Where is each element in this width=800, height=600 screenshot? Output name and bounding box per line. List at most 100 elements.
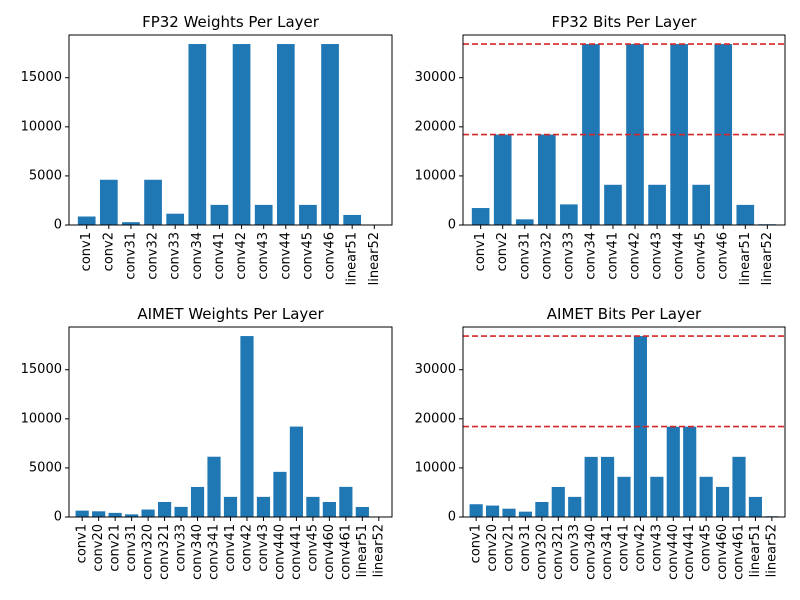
bar-conv43 (650, 476, 664, 517)
x-tick-label: conv42 (234, 232, 249, 280)
y-tick-label: 5000 (29, 168, 62, 183)
x-tick-label: conv43 (256, 524, 271, 572)
x-tick-label: conv41 (617, 524, 632, 572)
x-tick-label: conv1 (75, 524, 90, 563)
bar-conv1 (77, 216, 96, 225)
axes-frame (68, 34, 393, 226)
y-tick-label: 10000 (415, 460, 456, 475)
x-tick-label: linear52 (371, 524, 386, 577)
x-tick-label: conv43 (256, 232, 271, 280)
x-tick-label: conv441 (682, 524, 697, 580)
bar-conv31 (122, 222, 140, 225)
bar-conv45 (299, 204, 317, 225)
y-tick-label: 20000 (415, 119, 456, 134)
bar-conv440 (273, 471, 287, 517)
x-tick-label: conv31 (518, 524, 533, 572)
x-tick-label: conv33 (168, 232, 183, 280)
x-tick-label: conv440 (272, 524, 287, 580)
bar-conv440 (666, 426, 680, 517)
x-tick-label: conv33 (561, 232, 576, 280)
bar-conv33 (560, 204, 578, 225)
chart-panel-2: 0 10000 20000 30000 conv1 conv2 conv31 conv32 co… (415, 13, 786, 285)
bar-conv320 (141, 509, 155, 517)
y-tick-label: 0 (448, 218, 456, 233)
bar-conv43 (254, 204, 273, 225)
bar-conv41 (223, 496, 238, 517)
x-tick-label: linear52 (367, 232, 382, 285)
bar-conv460 (322, 501, 336, 517)
bar-conv34 (188, 44, 207, 225)
x-tick-label: conv45 (699, 524, 714, 572)
x-tick-label: conv45 (305, 524, 320, 572)
x-tick-label: conv340 (190, 524, 205, 580)
bar-conv461 (339, 486, 353, 517)
x-tick-label: conv34 (583, 232, 598, 280)
bar-conv2 (99, 179, 118, 225)
x-tick-label: linear51 (355, 524, 370, 577)
x-tick-label: conv42 (239, 524, 254, 572)
x-tick-label: conv341 (600, 524, 615, 580)
bar-conv31 (518, 511, 532, 517)
x-tick-label: conv461 (732, 524, 747, 580)
bar-conv45 (699, 476, 713, 517)
bar-conv341 (601, 456, 615, 517)
x-tick-label: conv32 (146, 232, 161, 280)
x-tick-label: conv42 (633, 524, 648, 572)
x-tick-label: conv21 (502, 524, 517, 572)
bar-conv46 (321, 44, 339, 225)
x-tick-label: conv41 (223, 524, 238, 572)
x-tick-label: conv44 (278, 232, 293, 280)
x-tick-label: conv321 (157, 524, 172, 580)
bar-conv42 (240, 336, 254, 517)
y-tick-label: 0 (448, 510, 456, 525)
x-tick-label: conv32 (539, 232, 554, 280)
x-tick-label: conv31 (517, 232, 532, 280)
x-tick-label: conv33 (567, 524, 582, 572)
x-tick-label: conv20 (485, 524, 500, 572)
x-tick-label: conv21 (108, 524, 123, 572)
bar-conv321 (157, 501, 172, 517)
x-tick-label: conv34 (190, 232, 205, 280)
bar-conv41 (210, 204, 229, 225)
y-tick-label: 0 (54, 510, 62, 525)
x-tick-label: conv43 (649, 524, 664, 572)
x-tick-label: conv43 (650, 232, 665, 280)
bar-conv341 (207, 456, 221, 517)
bar-conv1 (75, 510, 89, 517)
x-tick-label: linear51 (738, 232, 753, 285)
x-tick-label: conv441 (289, 524, 304, 580)
x-tick-label: conv2 (495, 232, 510, 271)
bar-conv45 (692, 184, 711, 225)
bar-conv321 (551, 486, 565, 517)
x-tick-label: conv33 (174, 524, 189, 572)
bar-conv461 (732, 456, 746, 517)
bar-conv32 (144, 179, 162, 225)
axes-frame (462, 34, 786, 226)
x-tick-label: conv41 (212, 232, 227, 280)
bar-conv45 (306, 496, 320, 517)
x-tick-label: conv42 (628, 232, 643, 280)
y-tick-label: 10000 (21, 119, 62, 134)
x-tick-label: conv1 (79, 232, 94, 271)
bar-conv42 (633, 336, 647, 517)
bar-conv44 (276, 44, 295, 225)
x-tick-label: conv460 (715, 524, 730, 580)
chart-title: AIMET Weights Per Layer (137, 305, 324, 323)
x-tick-label: conv45 (694, 232, 709, 280)
x-tick-label: conv46 (323, 232, 338, 280)
bar-conv43 (256, 496, 271, 517)
y-tick-label: 30000 (415, 362, 456, 377)
chart-title: FP32 Bits Per Layer (552, 13, 698, 31)
x-tick-label: conv460 (322, 524, 337, 580)
x-tick-label: conv41 (605, 232, 620, 280)
chart-title: FP32 Weights Per Layer (142, 13, 320, 31)
x-tick-label: linear52 (764, 524, 779, 577)
x-tick-label: linear52 (760, 232, 775, 285)
x-tick-label: conv2 (101, 232, 116, 271)
x-tick-label: conv340 (584, 524, 599, 580)
bar-conv21 (108, 512, 122, 517)
bar-conv340 (190, 486, 205, 517)
bar-conv21 (502, 508, 516, 517)
bar-conv1 (471, 208, 490, 225)
x-tick-label: conv440 (666, 524, 681, 580)
